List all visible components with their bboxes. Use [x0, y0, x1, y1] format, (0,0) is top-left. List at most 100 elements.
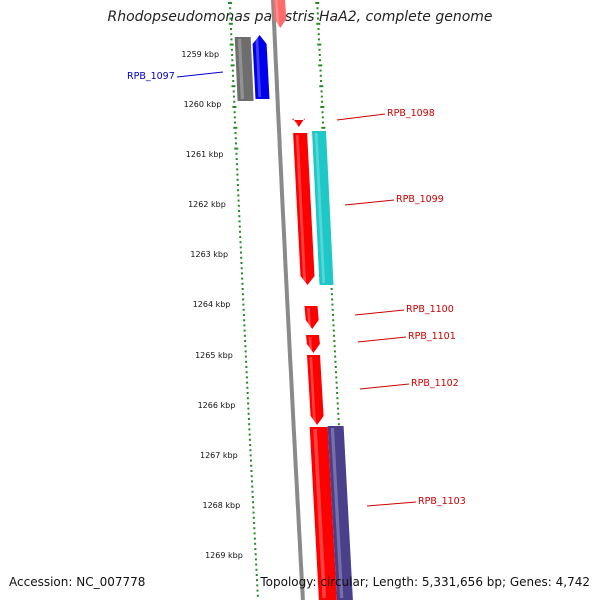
- gene-block-rpb1101: [306, 335, 320, 353]
- tick-mark: [229, 43, 234, 46]
- gene-block-rpb1102-shade: [309, 356, 316, 424]
- tick-mark: [337, 418, 340, 420]
- tick-mark: [255, 574, 258, 576]
- tick-mark: [255, 568, 258, 571]
- gene-label-leader: [176, 71, 224, 78]
- gene-block-rpb1102: [307, 355, 324, 425]
- tick-mark: [321, 116, 324, 119]
- tick-mark: [246, 392, 249, 394]
- tick-mark: [250, 475, 253, 478]
- tick-mark: [245, 371, 248, 374]
- tick-mark: [235, 152, 238, 155]
- tick-mark: [242, 303, 245, 306]
- kbp-label: 1261 kbp: [186, 150, 224, 159]
- gene-label-leader: [359, 383, 410, 390]
- tick-mark: [247, 418, 250, 420]
- tick-mark: [232, 90, 235, 93]
- tick-mark: [229, 7, 232, 10]
- tick-mark: [254, 558, 257, 561]
- gene-block-purple-shade: [330, 427, 344, 599]
- tick-mark: [320, 106, 325, 108]
- tick-mark: [316, 12, 319, 15]
- tick-mark: [237, 199, 240, 202]
- tick-mark: [252, 516, 255, 519]
- tick-mark: [228, 22, 233, 25]
- gene-label-leader: [357, 336, 407, 343]
- kbp-label: 1266 kbp: [198, 401, 236, 410]
- tick-mark: [232, 95, 235, 98]
- tick-mark: [335, 371, 338, 374]
- tick-mark: [238, 220, 241, 223]
- gene-label-leader: [344, 199, 395, 206]
- tick-mark: [235, 142, 238, 145]
- kbp-label: 1265 kbp: [195, 351, 233, 360]
- tick-mark: [320, 80, 323, 82]
- tick-mark: [250, 480, 253, 483]
- tick-mark: [254, 553, 257, 556]
- tick-mark: [335, 386, 338, 389]
- gene-block-rpb1101-shade: [308, 336, 313, 352]
- tick-mark: [256, 589, 259, 592]
- tick-mark: [250, 470, 253, 472]
- tick-mark: [332, 319, 335, 322]
- tick-mark: [249, 454, 252, 457]
- tick-mark: [321, 111, 324, 114]
- tick-mark: [256, 584, 259, 587]
- tick-mark: [233, 126, 238, 129]
- gene-block-gray-shade: [237, 38, 244, 100]
- tick-mark: [319, 59, 322, 62]
- tick-mark: [245, 360, 248, 363]
- tick-mark: [241, 288, 244, 290]
- tick-mark: [319, 74, 322, 77]
- tick-mark: [234, 132, 237, 134]
- tick-mark: [337, 412, 340, 415]
- gene-label-rpb_1098: RPB_1098: [387, 108, 435, 119]
- tick-mark: [230, 38, 233, 41]
- tick-mark: [252, 501, 255, 504]
- tick-mark: [320, 95, 323, 98]
- tick-mark: [246, 397, 249, 400]
- tick-mark: [236, 178, 239, 181]
- tick-mark: [254, 542, 257, 545]
- tick-mark: [244, 355, 247, 358]
- tick-mark: [316, 7, 319, 10]
- gene-label-rpb_1102: RPB_1102: [411, 378, 459, 389]
- gene-label-rpb_1101: RPB_1101: [408, 331, 456, 342]
- gene-block-rpb1103: [309, 427, 337, 600]
- tick-mark: [249, 444, 252, 446]
- tick-mark: [243, 329, 246, 332]
- tick-mark: [238, 215, 241, 218]
- gene-block-rpb1103-shade: [313, 428, 327, 599]
- genome-summary-text: Topology: circular; Length: 5,331,656 bp…: [260, 575, 590, 589]
- tick-mark: [239, 230, 242, 233]
- tick-mark: [253, 527, 256, 530]
- tick-mark: [244, 340, 247, 342]
- gene-label-rpb_1103: RPB_1103: [418, 496, 466, 507]
- gene-label-leader: [366, 501, 417, 507]
- tick-mark: [252, 506, 255, 509]
- tick-mark: [232, 106, 237, 108]
- tick-mark: [246, 381, 249, 384]
- tick-mark: [331, 303, 334, 306]
- tick-mark: [240, 256, 243, 259]
- gene-label-rpb_1097: RPB_1097: [127, 71, 175, 82]
- tick-mark: [233, 111, 236, 114]
- tick-mark: [253, 537, 256, 540]
- tick-mark: [241, 293, 244, 296]
- tick-mark: [247, 412, 250, 415]
- tick-mark: [248, 438, 251, 441]
- tick-mark: [256, 594, 259, 597]
- tick-mark: [251, 485, 254, 488]
- tick-mark: [317, 43, 322, 46]
- tick-mark: [254, 548, 257, 550]
- tick-mark: [231, 69, 234, 72]
- kbp-label: 1267 kbp: [200, 451, 238, 460]
- tick-mark: [320, 90, 323, 93]
- genome-backbone: [271, 0, 305, 600]
- gene-block-rpb1097: [252, 35, 270, 99]
- tick-mark: [230, 28, 233, 30]
- tick-mark: [244, 345, 247, 348]
- tick-mark: [241, 277, 244, 280]
- tick-mark: [231, 54, 234, 56]
- tick-mark: [239, 251, 242, 254]
